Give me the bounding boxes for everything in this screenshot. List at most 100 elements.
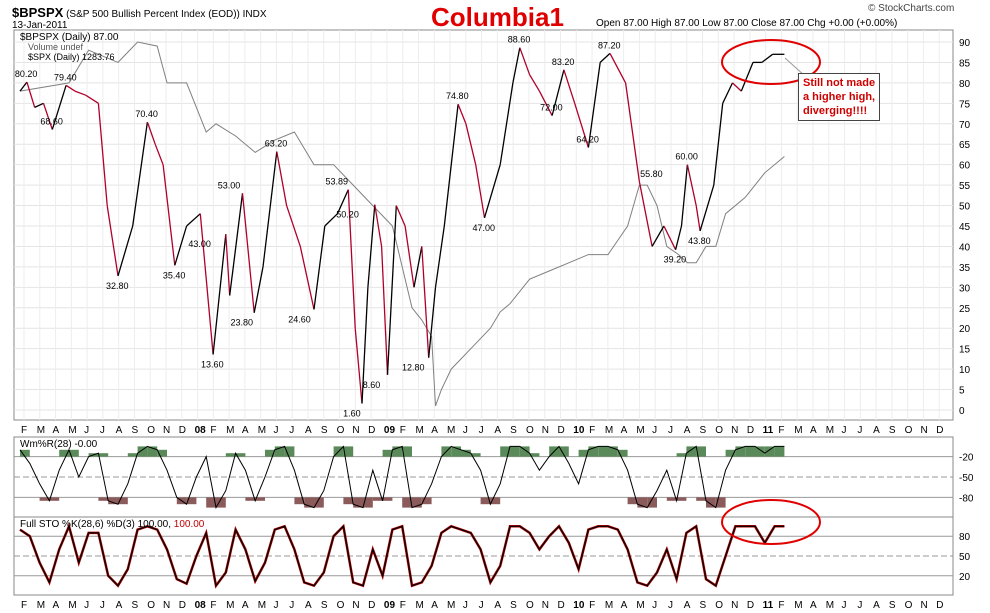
wr-oversold-fill xyxy=(255,497,265,501)
sto-label-prefix: Full STO %K(28,6) %D(3) 100.00, xyxy=(20,519,171,530)
bp-segment xyxy=(512,47,521,84)
wr-oversold-fill xyxy=(343,497,354,505)
bp-data-label: 53.00 xyxy=(218,180,241,190)
x-tick-label-bottom: A xyxy=(494,600,501,611)
x-tick-label-bottom: J xyxy=(842,600,847,611)
y-tick-label: 50 xyxy=(959,202,971,213)
bp-segment xyxy=(483,164,501,218)
x-tick-label-bottom: S xyxy=(510,600,517,611)
x-tick-label: D xyxy=(179,425,186,436)
x-tick-label: J xyxy=(479,425,484,436)
x-tick-label: F xyxy=(589,425,595,436)
x-tick-label: M xyxy=(447,425,455,436)
x-tick-label-bottom: D xyxy=(747,600,754,611)
wr-overbought-fill xyxy=(588,446,599,457)
bp-segment xyxy=(212,234,227,355)
x-tick-label-bottom: S xyxy=(700,600,707,611)
bp-data-label: 74.80 xyxy=(446,91,469,101)
legend-volume: Volume undef xyxy=(28,42,84,52)
bp-segment xyxy=(85,94,99,104)
x-tick-label-bottom: N xyxy=(352,600,359,611)
x-tick-label: O xyxy=(715,425,723,436)
wr-overbought-fill xyxy=(774,446,785,457)
bp-segment xyxy=(34,102,44,108)
bp-data-label: 32.80 xyxy=(106,281,129,291)
x-tick-label: N xyxy=(352,425,359,436)
x-tick-label: M xyxy=(415,425,423,436)
x-tick-label-bottom: J xyxy=(668,600,673,611)
bp-segment xyxy=(713,103,724,186)
bp-segment xyxy=(262,151,278,267)
x-tick-label: A xyxy=(305,425,312,436)
bp-data-label: 60.00 xyxy=(675,152,698,162)
x-tick-label: A xyxy=(810,425,817,436)
wr-overbought-fill xyxy=(676,453,687,457)
data-layer xyxy=(19,41,785,589)
bp-segment xyxy=(117,225,134,277)
symbol: $BPSPX xyxy=(12,5,64,20)
x-tick-label: D xyxy=(747,425,754,436)
wr-oversold-fill xyxy=(421,497,432,505)
x-tick-label: O xyxy=(526,425,534,436)
y-tick-label: 40 xyxy=(959,242,971,253)
bp-data-label: 64.20 xyxy=(576,134,599,144)
bp-segment xyxy=(421,246,430,358)
x-tick-label: A xyxy=(621,425,628,436)
bp-segment xyxy=(475,164,486,218)
wr-tick-label: -80 xyxy=(959,493,974,504)
x-tick-label: A xyxy=(431,425,438,436)
bp-segment xyxy=(276,151,288,206)
bp-segment xyxy=(106,205,119,276)
wr-overbought-fill xyxy=(382,449,393,457)
x-tick-label-bottom: 10 xyxy=(573,600,585,611)
bp-data-label: 68.60 xyxy=(40,117,63,127)
wr-overbought-fill xyxy=(764,446,775,457)
x-tick-label-bottom: 11 xyxy=(763,600,774,611)
bp-segment xyxy=(74,90,86,96)
bp-segment xyxy=(609,53,627,84)
label-layer: 908580757065605550454035302520151050FFMM… xyxy=(15,35,974,611)
wr-overbought-fill xyxy=(578,449,589,457)
x-tick-label-bottom: S xyxy=(889,600,896,611)
wr-oversold-fill xyxy=(49,497,60,501)
bp-segment xyxy=(174,225,188,266)
wr-overbought-fill xyxy=(696,446,706,457)
x-tick-label-bottom: M xyxy=(636,600,644,611)
x-tick-label: J xyxy=(652,425,657,436)
sto-label: Full STO %K(28,6) %D(3) 100.00, 100.00 xyxy=(20,519,205,530)
x-tick-label-bottom: J xyxy=(289,600,294,611)
x-tick-label: J xyxy=(100,425,105,436)
wr-overbought-fill xyxy=(529,453,540,457)
bp-segment xyxy=(225,234,231,296)
bp-segment xyxy=(154,143,164,165)
bp-segment xyxy=(146,121,156,145)
x-tick-label: A xyxy=(873,425,880,436)
wr-overbought-fill xyxy=(98,453,109,457)
bp-data-label: 8.60 xyxy=(363,380,381,390)
wr-tick-label: -50 xyxy=(959,473,974,484)
x-tick-label-bottom: A xyxy=(305,600,312,611)
sto-label-value: 100.00 xyxy=(174,519,205,530)
x-tick-label: D xyxy=(558,425,565,436)
x-tick-label: M xyxy=(258,425,266,436)
bp-segment xyxy=(740,62,754,92)
x-tick-label-bottom: O xyxy=(147,600,155,611)
bp-segment xyxy=(457,103,467,125)
bp-segment xyxy=(413,246,423,288)
bp-data-label: 79.40 xyxy=(54,72,77,82)
x-tick-label-bottom: A xyxy=(873,600,880,611)
bp-segment xyxy=(434,225,445,288)
wr-oversold-fill xyxy=(402,497,412,508)
bp-data-label: 53.89 xyxy=(326,177,349,187)
wr-oversold-fill xyxy=(186,497,197,505)
bp-data-label: 23.80 xyxy=(230,318,253,328)
x-tick-label-bottom: M xyxy=(37,600,45,611)
bp-segment xyxy=(97,103,108,206)
wr-overbought-fill xyxy=(510,446,520,457)
wr-oversold-fill xyxy=(216,497,226,508)
wr-oversold-fill xyxy=(363,497,373,508)
y-tick-label: 45 xyxy=(959,222,971,233)
x-tick-label: J xyxy=(842,425,847,436)
x-tick-label: N xyxy=(731,425,738,436)
